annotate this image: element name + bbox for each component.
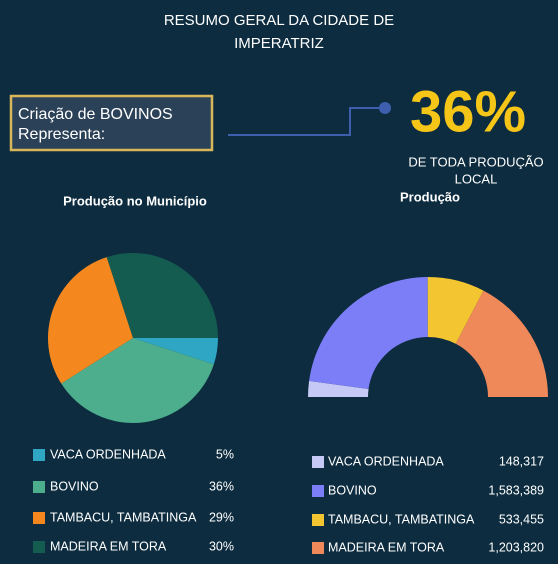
page-title: RESUMO GERAL DA CIDADE DE [164, 12, 394, 29]
callout-box [9, 94, 214, 152]
slice [47, 257, 133, 384]
callout-caption: LOCAL [455, 171, 498, 186]
connector [228, 107, 384, 136]
page-title: IMPERATRIZ [234, 35, 324, 52]
callout-figure: 36% [410, 79, 526, 144]
legend-swatch [312, 514, 324, 526]
callout-caption: DE TODA PRODUÇÃO [408, 154, 543, 169]
value-label: 29% [209, 510, 234, 524]
legend-swatch [312, 485, 324, 497]
slice [133, 338, 218, 365]
value-label: 36% [209, 479, 234, 493]
slice [309, 277, 428, 389]
legend-swatch [312, 542, 324, 554]
legend-swatch [33, 512, 45, 524]
callout-label: Criação de BOVINOS [18, 106, 173, 123]
slice [455, 290, 548, 397]
slice [308, 380, 369, 397]
legend-label: MADEIRA EM TORA [328, 540, 445, 554]
legend-swatch [33, 541, 45, 553]
value-label: 1,203,820 [488, 540, 544, 554]
legend-swatch [33, 481, 45, 493]
legend-label: BOVINO [50, 479, 99, 493]
value-label: 5% [216, 447, 234, 461]
legend-swatch [312, 456, 324, 468]
callout-label: Representa: [18, 126, 105, 143]
legend-label: TAMBACU, TAMBATINGA [50, 510, 197, 524]
legend-label: BOVINO [328, 483, 377, 497]
connector-dot [379, 102, 391, 114]
legend-label: TAMBACU, TAMBATINGA [328, 512, 475, 526]
legend-label: VACA ORDENHADA [50, 447, 166, 461]
chart-title: Produção no Município [63, 193, 207, 208]
slice [61, 338, 214, 423]
value-label: 1,583,389 [488, 483, 544, 497]
slice [106, 252, 218, 338]
legend-label: MADEIRA EM TORA [50, 539, 167, 553]
value-label: 148,317 [499, 454, 544, 468]
value-label: 533,455 [499, 512, 544, 526]
legend-label: VACA ORDENHADA [328, 454, 444, 468]
legend-swatch [33, 449, 45, 461]
slice [427, 277, 484, 344]
value-label: 30% [209, 539, 234, 553]
chart-title: Produção [400, 189, 460, 204]
